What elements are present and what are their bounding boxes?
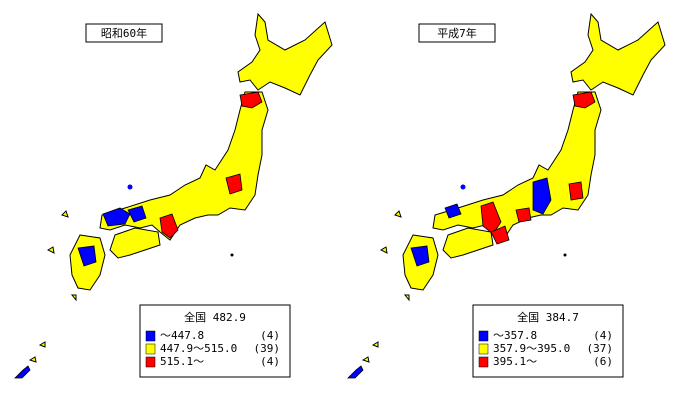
legend-count: (6) [593,355,613,368]
legend-range: ～357.8 [493,329,537,342]
legend-header: 全国 482.9 [184,310,246,324]
map-title: 昭和60年 [101,26,147,40]
legend-swatch [145,356,156,368]
legend-swatch [478,330,489,342]
title-box [418,23,496,43]
legend-swatch [145,330,156,342]
legend-range: 515.1～ [160,355,204,368]
legend-range: 395.1～ [493,355,537,368]
legend-count: (4) [260,355,280,368]
legend-swatch [478,356,489,368]
legend-box [139,304,291,378]
legend-range: 357.9～395.0 [493,342,570,355]
title-box [85,23,163,43]
legend-count: (37) [587,342,614,355]
map-title: 平成7年 [437,26,477,40]
legend-swatch [145,343,156,355]
legend-count: (39) [254,342,281,355]
legend-header: 全国 384.7 [517,310,579,324]
legend-count: (4) [593,329,613,342]
legend-range: 447.9～515.0 [160,342,237,355]
legend-box [472,304,624,378]
legend-swatch [478,343,489,355]
legend-count: (4) [260,329,280,342]
legend-range: ～447.8 [160,329,204,342]
